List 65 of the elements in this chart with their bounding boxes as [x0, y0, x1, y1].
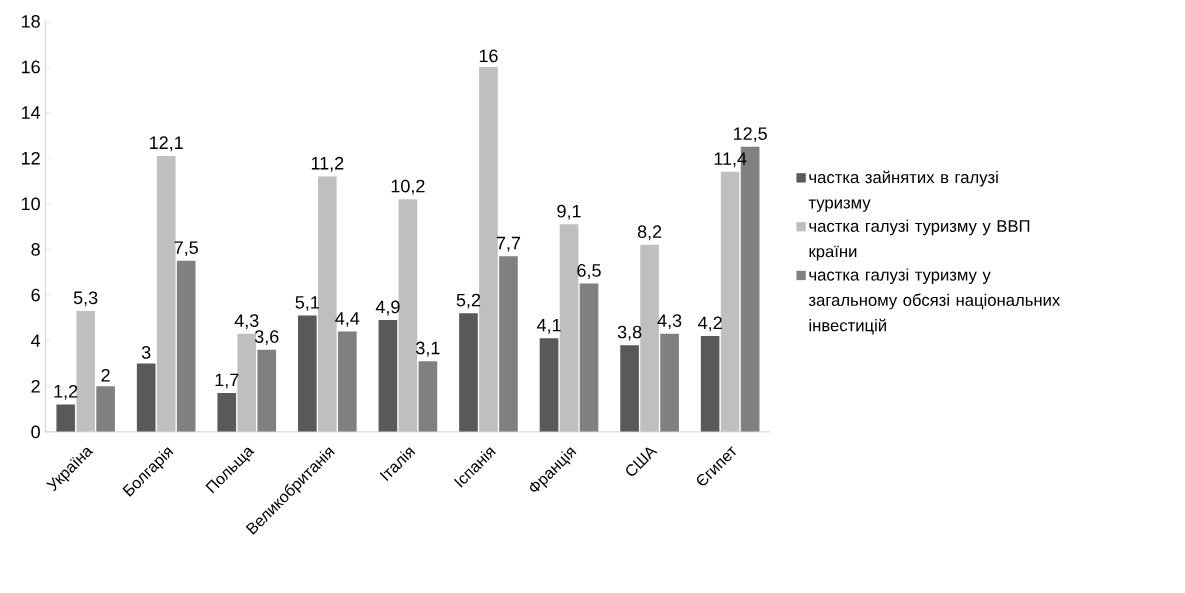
data-label: 5,2 — [456, 293, 481, 309]
data-label: 1,7 — [215, 373, 239, 389]
bar — [620, 345, 639, 432]
bar — [156, 155, 176, 432]
bar — [700, 336, 720, 432]
y-tick-label: 12 — [21, 151, 40, 165]
y-tick-label: 8 — [31, 242, 40, 256]
data-label: 4,9 — [375, 300, 400, 316]
data-label: 11,2 — [311, 156, 344, 172]
data-label: 11,4 — [714, 152, 747, 168]
data-label: 12,1 — [150, 136, 183, 152]
y-tick-label: 0 — [31, 425, 40, 439]
bar — [539, 338, 559, 432]
y-tick-label: 18 — [21, 14, 40, 28]
bar — [176, 260, 196, 432]
data-label: 16 — [479, 49, 498, 63]
data-label: 3 — [141, 345, 151, 359]
data-label: 8,2 — [637, 225, 662, 241]
bar — [418, 361, 438, 432]
data-label: 4,4 — [335, 312, 360, 327]
bar — [136, 363, 156, 432]
bar — [317, 176, 337, 432]
y-tick-label: 14 — [21, 106, 41, 119]
bar — [720, 171, 740, 432]
bar — [96, 386, 115, 432]
bar — [398, 199, 418, 432]
data-label: 7,5 — [174, 241, 198, 257]
data-label: 3,6 — [254, 330, 279, 345]
data-label: 7,7 — [496, 236, 521, 252]
data-label: 4,3 — [234, 314, 259, 330]
bar — [337, 331, 357, 432]
bar — [459, 313, 478, 432]
data-label: 1,2 — [54, 384, 78, 400]
bar — [217, 393, 237, 432]
y-tick-label: 2 — [31, 379, 40, 393]
data-label: 6,5 — [577, 263, 601, 279]
y-tick-label: 16 — [21, 60, 40, 74]
bar — [559, 224, 579, 432]
data-label: 2 — [101, 368, 110, 382]
legend-label: частка зайнятих в галузі туризму — [808, 170, 998, 212]
bar — [499, 256, 518, 432]
data-label: 3,1 — [416, 341, 440, 357]
bar — [660, 333, 679, 432]
data-label: 5,3 — [73, 291, 98, 307]
bar — [237, 333, 257, 432]
data-label: 3,8 — [617, 325, 642, 341]
y-tick-label: 10 — [21, 197, 40, 211]
bar — [378, 320, 398, 432]
data-label: 12,5 — [734, 127, 767, 142]
data-label: 4,1 — [536, 318, 561, 334]
data-label: 5,1 — [295, 296, 319, 311]
y-tick-label: 4 — [31, 334, 41, 347]
bar — [56, 404, 75, 432]
data-label: 9,1 — [557, 204, 581, 220]
bar — [297, 315, 317, 432]
y-tick-label: 6 — [31, 288, 40, 302]
data-label: 10,2 — [391, 179, 425, 195]
bar — [640, 244, 659, 432]
legend-label: частка галузі туризму у загальному обсязі національних інвестицій — [808, 268, 1061, 335]
bar — [257, 349, 277, 432]
bar — [479, 66, 498, 432]
data-label: 4,3 — [657, 314, 682, 330]
bar — [579, 283, 599, 432]
data-label: 4,2 — [698, 316, 722, 332]
bar — [76, 310, 95, 432]
